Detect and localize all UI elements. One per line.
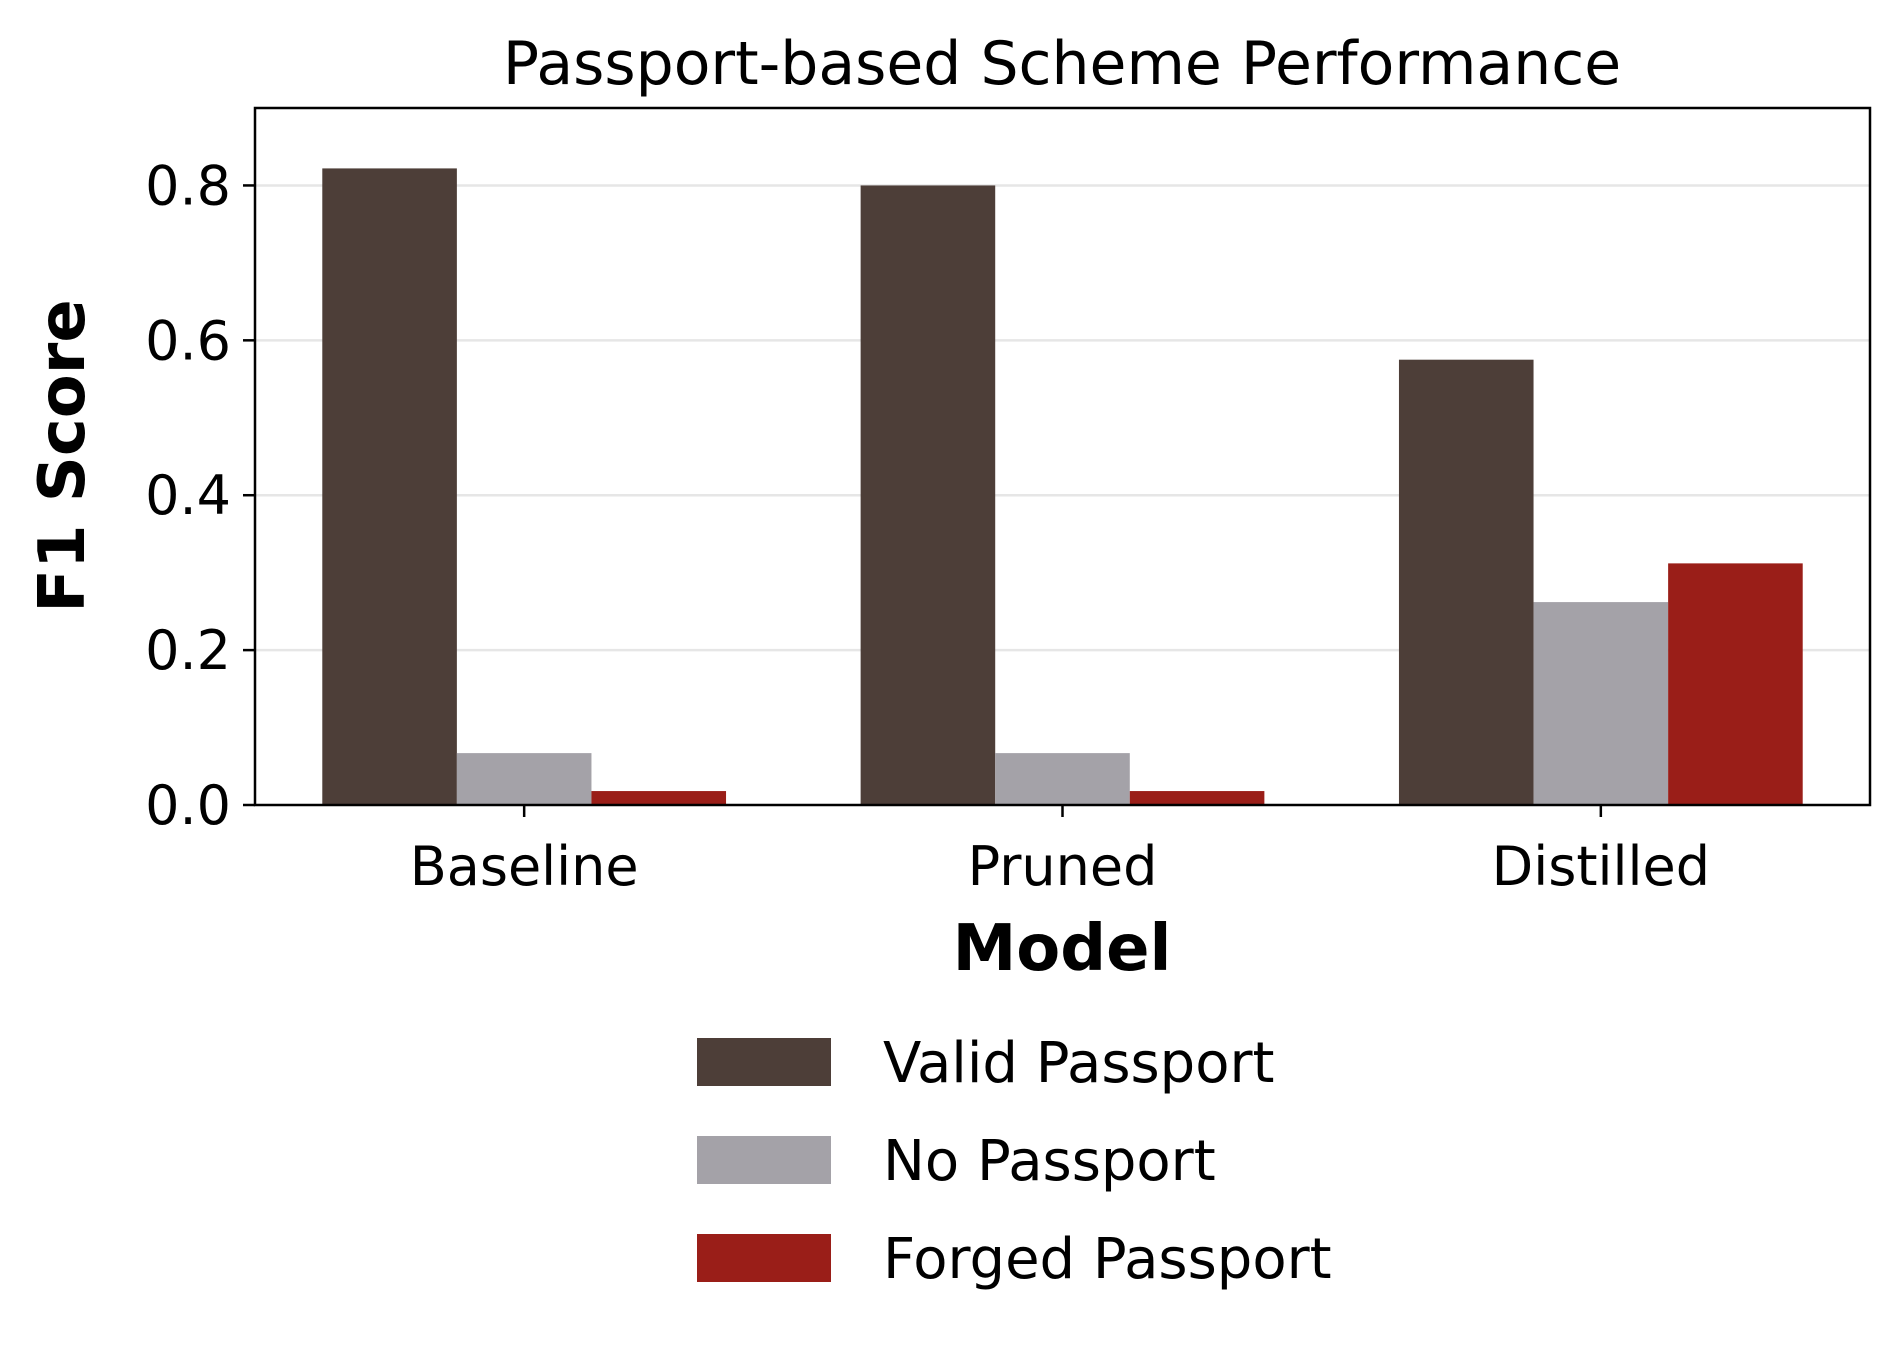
legend-label: No Passport: [883, 1129, 1216, 1194]
x-axis-ticks: Baseline Pruned Distilled: [410, 805, 1710, 898]
y-axis-label: F1 Score: [26, 299, 100, 613]
bar-forged-passport-baseline: [591, 791, 727, 805]
y-tick-label: 0.6: [145, 309, 231, 372]
y-tick-label: 0.8: [145, 154, 231, 217]
x-tick-label: Baseline: [410, 835, 639, 898]
y-tick-label: 0.2: [145, 619, 231, 682]
legend: Valid Passport No Passport Forged Passport: [697, 1031, 1332, 1292]
bar-forged-passport-distilled: [1668, 563, 1803, 805]
bar-no-passport-distilled: [1533, 602, 1669, 805]
legend-swatch: [697, 1136, 831, 1184]
bars: [322, 168, 1803, 805]
legend-label: Valid Passport: [883, 1031, 1274, 1096]
bar-forged-passport-pruned: [1129, 791, 1265, 805]
gridlines: [255, 184, 1870, 652]
legend-swatch: [697, 1038, 831, 1086]
x-tick-label: Distilled: [1492, 835, 1710, 898]
legend-label: Forged Passport: [883, 1227, 1332, 1292]
y-tick-label: 0.0: [145, 774, 231, 837]
y-tick-label: 0.4: [145, 464, 231, 527]
bar-no-passport-baseline: [456, 753, 592, 805]
bar-valid-passport-baseline: [322, 168, 457, 805]
bar-valid-passport-distilled: [1398, 359, 1534, 805]
legend-swatch: [697, 1234, 831, 1282]
bar-no-passport-pruned: [995, 753, 1130, 805]
bar-valid-passport-pruned: [860, 185, 996, 805]
x-tick-label: Pruned: [968, 835, 1158, 898]
x-axis-label: Model: [953, 912, 1172, 986]
y-axis-ticks: 0.0 0.2 0.4 0.6 0.8: [145, 154, 255, 837]
chart-title: Passport-based Scheme Performance: [503, 29, 1621, 99]
